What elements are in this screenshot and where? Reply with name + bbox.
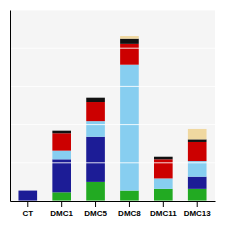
grid (10, 10, 215, 201)
bar (86, 182, 105, 201)
grid-line (10, 201, 215, 202)
series (52, 39, 206, 160)
tick-label: CT (22, 209, 33, 218)
bar (154, 178, 173, 188)
tick-mark (197, 201, 198, 207)
bar (188, 177, 207, 189)
y-axis (10, 11, 12, 202)
grid-line (10, 86, 215, 87)
bar (154, 189, 173, 201)
tick: DMC8 (118, 201, 141, 218)
tick-label: DMC8 (118, 209, 141, 218)
axis-line (11, 201, 216, 202)
bar (120, 39, 139, 44)
bar (120, 44, 139, 65)
bar (18, 190, 37, 191)
bar (18, 190, 37, 191)
bar (120, 36, 139, 39)
chart-container: CT DMC1 DMC5 DMC8 DMC11 DMC13 (0, 0, 225, 225)
series (52, 65, 206, 191)
series (52, 44, 206, 179)
bar (188, 161, 207, 177)
bar (86, 98, 105, 102)
bar (52, 192, 71, 201)
tick-mark (129, 201, 130, 207)
tick-mark (27, 201, 28, 207)
bar (86, 97, 105, 98)
bar (52, 133, 71, 150)
grid-line (10, 124, 215, 125)
bar (18, 190, 37, 191)
bar (188, 129, 207, 139)
bar (188, 189, 207, 201)
axis-line (10, 11, 11, 202)
bar (120, 191, 139, 201)
series (120, 36, 206, 139)
tick: DMC1 (50, 201, 73, 218)
grid-line (10, 162, 215, 163)
bar (120, 65, 139, 191)
plot-background (10, 10, 215, 201)
bar (18, 190, 37, 191)
tick-mark (163, 201, 164, 207)
tick-label: DMC11 (150, 209, 177, 218)
x-axis: CT DMC1 DMC5 DMC8 DMC11 DMC13 (11, 201, 216, 218)
bar (154, 157, 173, 160)
tick: DMC5 (84, 201, 107, 218)
tick-label: DMC5 (84, 209, 107, 218)
bar (86, 137, 105, 182)
series (18, 137, 206, 201)
bar (52, 151, 71, 160)
bar (52, 130, 71, 131)
tick: DMC11 (150, 201, 177, 218)
bar (188, 142, 207, 161)
tick: DMC13 (184, 201, 212, 218)
tick-label: DMC13 (184, 209, 212, 218)
bars (18, 36, 206, 201)
bar (18, 191, 37, 201)
tick-mark (61, 201, 62, 207)
bar (154, 156, 173, 157)
tick: CT (22, 201, 33, 218)
tick-mark (95, 201, 96, 207)
chart: CT DMC1 DMC5 DMC8 DMC11 DMC13 (0, 0, 225, 225)
bar (154, 159, 173, 178)
bar (52, 159, 71, 192)
bar (86, 102, 105, 121)
grid-line (10, 48, 215, 49)
bar (188, 139, 207, 142)
bar (52, 131, 71, 134)
bar (86, 121, 105, 137)
tick-label: DMC1 (50, 209, 73, 218)
grid-line (10, 10, 215, 11)
